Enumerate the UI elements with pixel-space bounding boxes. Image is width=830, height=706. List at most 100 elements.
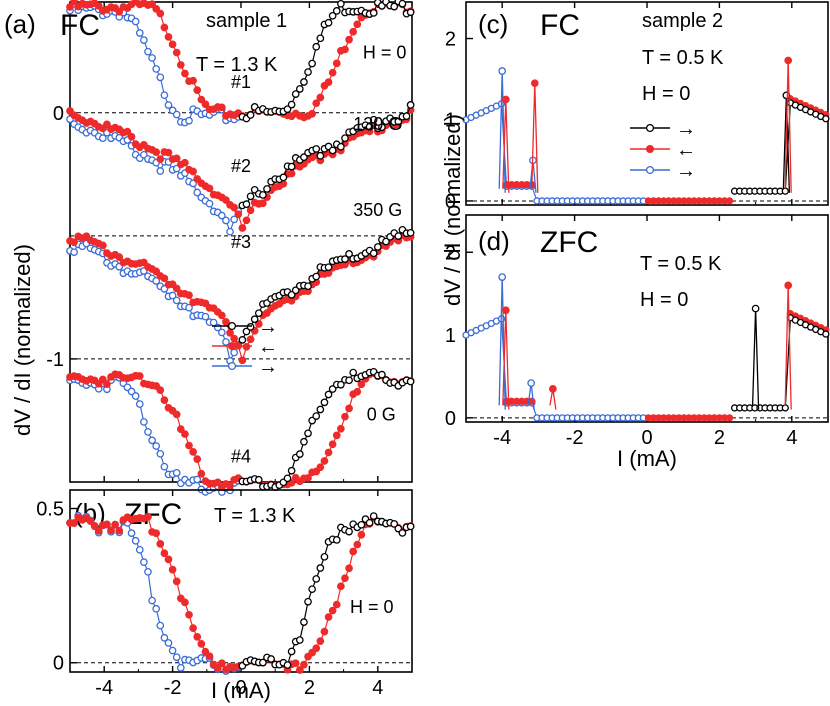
series-black-point [378,123,386,132]
legend-arrow: → [676,160,696,182]
series-red-point [242,342,251,351]
x-tick-label: -4 [493,427,511,449]
x-tick-label: 4 [786,427,797,449]
series-blue-point [230,348,239,357]
series-red-point [115,253,124,261]
series-red-point [242,216,251,225]
panel-b: -4 -2 0 2 4(b) ZFC T = 1.3 KH = 000.5 [36,489,415,699]
series-blue-point [217,328,226,337]
series-blue-point [164,639,173,647]
series-red-point [160,23,169,32]
panel-letter: (d) [478,226,510,256]
series-red-point [181,69,189,78]
series-black-point [341,255,349,263]
series-blue-point [70,248,78,257]
spike-point [784,281,793,290]
spike-point [549,385,557,393]
series-black-point [312,145,321,153]
series-black-point [295,450,304,458]
y-tick-label: 0 [445,191,456,213]
series-red-point [189,76,197,85]
series-red-point [349,547,358,556]
sample-label: sample 2 [642,10,723,32]
series-red-point [94,527,103,535]
series-red-point [332,431,341,440]
series-black-point [287,466,296,475]
series-black-point [304,597,312,606]
series-black-point [308,585,316,594]
series-blue-line [465,102,644,202]
series-red-point [181,158,189,167]
x-tick-label: 0 [235,677,246,699]
series-blue-point [156,73,165,82]
series-red-point [349,27,358,36]
series-red-point [308,109,316,118]
series-black-point [394,232,403,240]
series-blue-point [226,227,234,236]
series-red-point [332,600,341,609]
series-red-point [357,530,366,539]
series-blue-point [205,199,214,208]
y-tick-label: 0.5 [36,499,64,521]
series-red-point [197,639,206,648]
series-red-point [353,20,362,29]
series-blue-point [131,17,140,26]
series-red-point [160,396,169,404]
series-black-point [406,377,415,386]
series-red-point [217,103,226,112]
series-red-point [230,203,239,212]
series-red-point [222,196,230,204]
field-label: 130 G [353,114,402,134]
field-label: H = 0 [363,43,407,63]
series-blue-point [152,65,161,73]
series-red-point [254,320,263,328]
series-black-point [369,512,378,520]
y-tick-label: 2 [445,242,456,264]
series-red-point [70,0,78,6]
series-blue-point [135,400,144,408]
series-black-line [734,102,827,192]
series-black-point [320,552,329,561]
series-blue-point [152,277,161,285]
series-red-point [357,380,366,389]
panel-c: 0 1 2 (c) FC sample 2 T = 0.5 K H = 0 →←→ [445,1,830,213]
series-red-point [176,425,185,433]
series-black-point [316,564,325,572]
series-red-point [312,644,321,653]
series-red-point [291,659,300,668]
x-axis-label-left: I (mA) [211,678,271,703]
series-blue-point [127,529,136,537]
series-blue-point [185,303,193,312]
field-label: 0 G [367,404,396,424]
series-red-point [725,414,734,422]
series-blue-point [131,392,140,400]
series-black-point [365,122,374,131]
series-blue-point [160,91,169,100]
series-red-point [246,206,255,215]
y-axis-label-left: dV / dI (normalized) [10,244,35,436]
series-red-point [140,258,148,267]
series-red-point [98,241,107,250]
series-red-point [193,455,202,463]
y-tick-label: 0 [53,103,64,125]
series-black-point [312,412,321,420]
series-red-point [172,48,181,57]
series-red-point [320,457,329,465]
series-red-point [185,291,193,300]
series-red-point [90,521,99,530]
series-red-point [148,0,156,8]
series-red-point [103,520,111,529]
series-black-point [283,474,292,483]
series-black-point [246,111,255,119]
series-red-point [332,59,341,68]
series-red-point [197,469,206,478]
series-black-point [337,0,345,8]
series-black-point [259,191,267,199]
series-blue-point [172,469,181,477]
series-black-point [295,85,304,93]
temperature-label: T = 1.3 K [214,505,296,527]
series-blue-point [160,633,169,642]
series-red-point [172,577,181,586]
series-blue-point [193,188,202,197]
series-red-point [181,430,189,438]
